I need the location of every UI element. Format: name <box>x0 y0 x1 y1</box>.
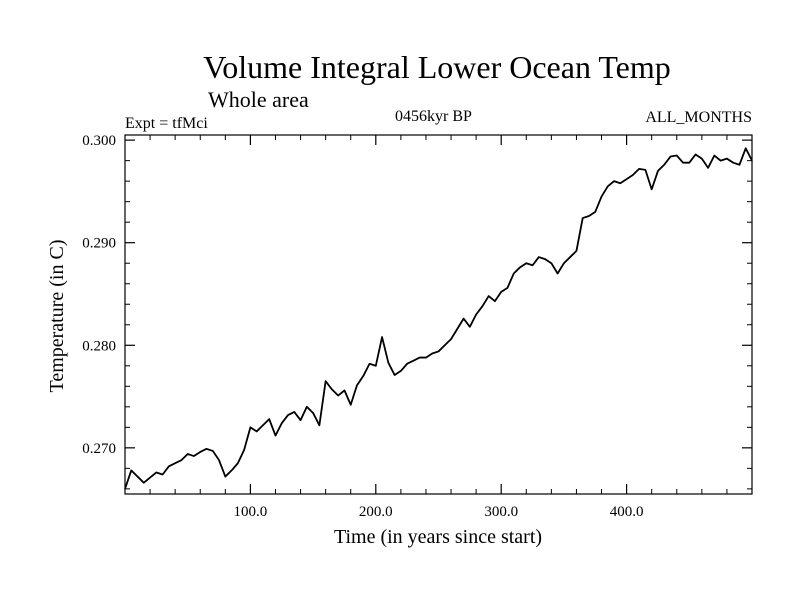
y-tick-label: 0.270 <box>82 441 116 457</box>
chart-title: Volume Integral Lower Ocean Temp <box>203 49 671 85</box>
x-axis-label: Time (in years since start) <box>334 526 542 548</box>
y-tick-label: 0.290 <box>82 236 116 252</box>
plot-frame <box>124 134 753 495</box>
chart-subtitle: Whole area <box>208 87 309 112</box>
expt-label: Expt = tfMci <box>125 115 208 132</box>
period-label: 0456kyr BP <box>395 108 472 125</box>
x-tick-label: 100.0 <box>234 504 268 520</box>
x-axis: 100.0 200.0 300.0 400.0 <box>149 135 728 520</box>
x-tick-label: 300.0 <box>484 504 518 520</box>
x-tick-label: 200.0 <box>359 504 393 520</box>
y-axis-label: Temperature (in C) <box>46 240 68 393</box>
months-label: ALL_MONTHS <box>645 109 752 126</box>
y-axis: 0.270 0.280 0.290 0.300 <box>82 133 752 490</box>
y-tick-label: 0.280 <box>82 338 116 354</box>
y-tick-label: 0.300 <box>82 133 116 149</box>
x-tick-label: 400.0 <box>610 504 644 520</box>
series-line <box>124 147 753 490</box>
